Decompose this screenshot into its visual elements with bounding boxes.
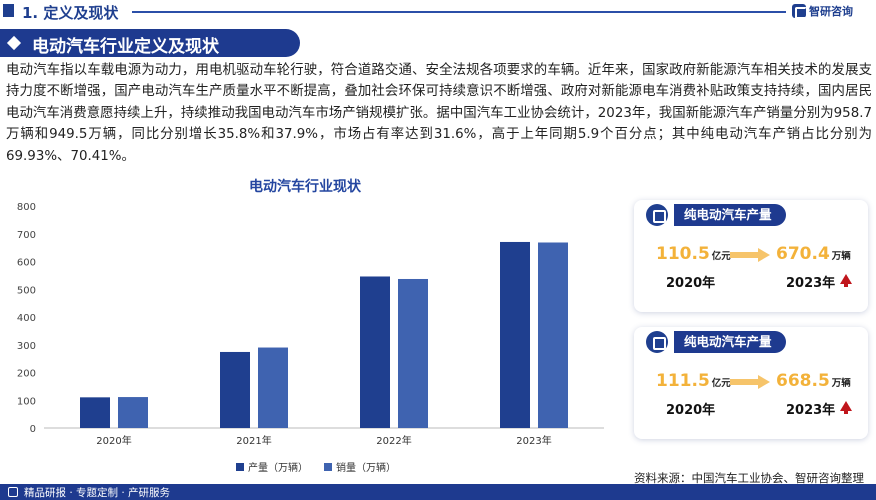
- stat-card-2: 纯电动汽车产量 111.5 亿元 668.5 万辆 2020年 2023年: [634, 327, 868, 439]
- arrow-right-icon: [730, 375, 770, 389]
- up-arrow-icon: [840, 401, 852, 414]
- x-tick-label: 2020年: [96, 434, 131, 447]
- card-left-year: 2020年: [666, 403, 716, 418]
- y-tick-label: 700: [17, 230, 36, 241]
- card-right-unit: 万辆: [831, 378, 851, 389]
- bar-production: [80, 397, 110, 428]
- y-tick-label: 400: [17, 313, 36, 324]
- y-tick-label: 800: [17, 202, 36, 213]
- bar-production: [360, 276, 390, 428]
- card-right-value: 668.5 万辆: [776, 371, 851, 391]
- card-icon: [646, 204, 668, 226]
- legend-label-production: 产量（万辆）: [248, 463, 308, 474]
- brand-logo: 智研咨询: [792, 3, 853, 19]
- card-left-value: 111.5 亿元: [656, 371, 731, 391]
- source-note: 资料来源：中国汽车工业协会、智研咨询整理: [634, 471, 864, 485]
- card-label: 纯电动汽车产量: [674, 204, 786, 226]
- y-tick-label: 300: [17, 341, 36, 352]
- bar-square-icon: [3, 4, 14, 17]
- card-right-number: 668.5: [776, 371, 830, 391]
- card-right-year: 2023年: [786, 403, 836, 418]
- x-tick-label: 2021年: [236, 434, 271, 447]
- y-tick-label: 600: [17, 258, 36, 269]
- card-left-unit: 亿元: [711, 251, 731, 262]
- y-tick-label: 200: [17, 369, 36, 380]
- divider: [132, 11, 786, 13]
- intro-paragraph: 电动汽车指以车载电源为动力，用电机驱动车轮行驶，符合道路交通、安全法规各项要求的…: [6, 63, 872, 164]
- bar-sales: [398, 278, 428, 428]
- card-right-unit: 万辆: [831, 251, 851, 262]
- top-bar: 1. 定义及现状 智研咨询: [0, 0, 876, 24]
- bar-sales: [118, 397, 148, 428]
- section-header: 电动汽车行业定义及现状: [0, 29, 300, 57]
- chart-title: 电动汽车行业现状: [249, 179, 361, 195]
- legend-label-sales: 销量（万辆）: [336, 463, 396, 474]
- arrow-right-icon: [730, 248, 770, 262]
- card-left-number: 111.5: [656, 371, 710, 391]
- legend-swatch-production: [236, 462, 244, 471]
- bottom-bar-text: 精品研报 · 专题定制 · 产研服务: [24, 487, 171, 499]
- logo-icon: [792, 4, 807, 19]
- bottom-bar: 精品研报 · 专题定制 · 产研服务: [0, 484, 876, 500]
- card-left-number: 110.5: [656, 244, 710, 264]
- bar-sales: [258, 347, 288, 428]
- bar-sales: [538, 242, 568, 428]
- diamond-icon: [6, 35, 22, 51]
- card-icon: [646, 331, 668, 353]
- card-right-value: 670.4 万辆: [776, 244, 851, 264]
- bar-production: [220, 351, 250, 428]
- card-right-year: 2023年: [786, 276, 836, 291]
- logo-text: 智研咨询: [809, 5, 853, 18]
- section-title: 电动汽车行业定义及现状: [32, 37, 219, 57]
- bar-chart: 0 100 200 300 400 500 600 700 800 2020年 2021年 2022年…: [17, 202, 604, 447]
- legend-swatch-sales: [324, 462, 332, 471]
- legend-item-production: 产量（万辆）: [236, 459, 308, 474]
- y-tick-label: 500: [17, 285, 36, 296]
- card-header: 纯电动汽车产量: [634, 200, 868, 234]
- card-label: 纯电动汽车产量: [674, 331, 786, 353]
- card-right-number: 670.4: [776, 244, 830, 264]
- card-left-value: 110.5 亿元: [656, 244, 731, 264]
- card-left-year: 2020年: [666, 276, 716, 291]
- up-arrow-icon: [840, 274, 852, 287]
- card-header: 纯电动汽车产量: [634, 327, 868, 361]
- stat-card-1: 纯电动汽车产量 110.5 亿元 670.4 万辆 2020年 2023年: [634, 200, 868, 312]
- y-tick-label: 0: [30, 424, 36, 435]
- bottom-bar-icon: [8, 487, 18, 497]
- bar-production: [500, 241, 530, 428]
- card-left-unit: 亿元: [711, 378, 731, 389]
- page-section-title: 1. 定义及现状: [22, 4, 119, 22]
- chart-legend: 产量（万辆） 销量（万辆）: [236, 459, 396, 474]
- legend-item-sales: 销量（万辆）: [324, 459, 396, 474]
- x-tick-label: 2022年: [376, 434, 411, 447]
- y-tick-label: 100: [17, 396, 36, 407]
- x-tick-label: 2023年: [516, 434, 551, 447]
